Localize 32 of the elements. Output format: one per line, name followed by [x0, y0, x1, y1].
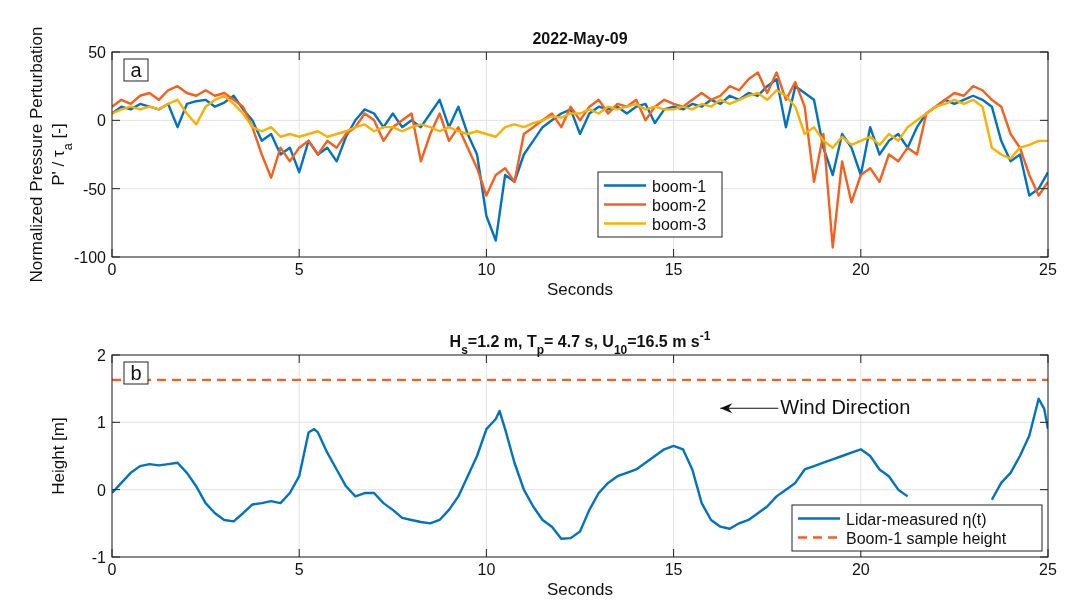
- x-axis-title: Seconds: [546, 280, 614, 299]
- line-series: [112, 89, 1048, 160]
- chart-title: H$_{s}$=1.2 m, T$_{p}$= 4.7 s, U$_{10}$=16.5 m s$^{-1}$: [449, 329, 711, 357]
- x-tick-label: 5: [294, 561, 304, 578]
- x-tick-label: 15: [664, 261, 683, 278]
- x-tick-label: 10: [477, 261, 496, 278]
- y-tick-label: -1: [91, 549, 107, 566]
- x-tick-label: 25: [1039, 261, 1057, 278]
- legend-label: boom-1: [652, 177, 707, 195]
- legend-label: Boom-1 sample height: [846, 529, 1007, 547]
- y-tick-label: -50: [82, 180, 107, 198]
- y-axis-title: Height [m]: [49, 417, 68, 495]
- x-tick-label: 20: [851, 261, 870, 278]
- annotation: Wind Direction: [780, 396, 911, 419]
- y-tick-label: 0: [97, 112, 107, 130]
- y-tick-label: 2: [97, 347, 107, 364]
- x-tick-label: 15: [664, 561, 683, 578]
- annotation: b: [130, 362, 142, 384]
- y-tick-label: -100: [73, 249, 107, 266]
- x-axis-title: Seconds: [546, 580, 614, 599]
- x-tick-label: 20: [851, 561, 870, 578]
- y-tick-label: 50: [88, 44, 107, 61]
- y-tick-label: 0: [97, 481, 107, 499]
- x-tick-label: 25: [1039, 561, 1057, 578]
- legend-label: boom-3: [652, 215, 707, 233]
- x-tick-label: 10: [477, 561, 496, 578]
- x-tick-label: 5: [294, 261, 304, 278]
- y-tick-label: 1: [97, 414, 107, 432]
- chart-title: 2022-May-09: [532, 30, 628, 47]
- legend-label: Lidar-measured η(t): [846, 510, 987, 528]
- legend-label: boom-2: [652, 196, 707, 214]
- annotation: a: [130, 59, 143, 81]
